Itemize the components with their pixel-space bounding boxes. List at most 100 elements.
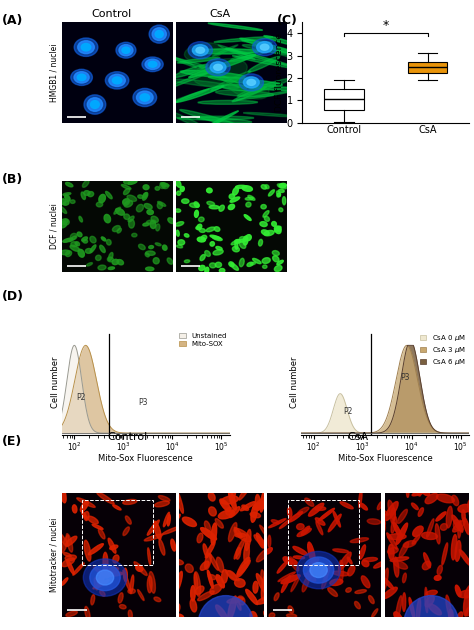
Ellipse shape bbox=[413, 526, 423, 537]
Ellipse shape bbox=[182, 517, 196, 527]
Ellipse shape bbox=[62, 536, 69, 553]
Ellipse shape bbox=[150, 220, 156, 229]
Ellipse shape bbox=[158, 202, 166, 206]
Ellipse shape bbox=[122, 47, 130, 54]
Ellipse shape bbox=[281, 575, 300, 584]
Ellipse shape bbox=[252, 38, 277, 55]
Ellipse shape bbox=[77, 74, 86, 81]
Ellipse shape bbox=[437, 565, 442, 575]
Ellipse shape bbox=[214, 227, 220, 231]
Ellipse shape bbox=[277, 561, 287, 573]
Ellipse shape bbox=[178, 240, 185, 245]
Ellipse shape bbox=[402, 573, 406, 583]
Ellipse shape bbox=[426, 590, 438, 595]
Ellipse shape bbox=[82, 180, 89, 187]
Ellipse shape bbox=[100, 590, 105, 596]
Ellipse shape bbox=[254, 535, 268, 548]
Ellipse shape bbox=[304, 573, 316, 581]
Ellipse shape bbox=[125, 516, 131, 524]
Ellipse shape bbox=[83, 239, 88, 243]
Ellipse shape bbox=[458, 505, 471, 512]
Ellipse shape bbox=[65, 251, 72, 256]
Ellipse shape bbox=[174, 498, 179, 507]
Ellipse shape bbox=[149, 25, 169, 43]
Ellipse shape bbox=[297, 524, 304, 530]
Ellipse shape bbox=[251, 504, 257, 522]
Ellipse shape bbox=[128, 610, 132, 619]
Y-axis label: DCF fluorescence: DCF fluorescence bbox=[275, 33, 284, 112]
Ellipse shape bbox=[177, 57, 220, 63]
Ellipse shape bbox=[239, 483, 251, 500]
Ellipse shape bbox=[146, 220, 156, 224]
Ellipse shape bbox=[234, 538, 245, 559]
Ellipse shape bbox=[298, 507, 309, 515]
Ellipse shape bbox=[64, 195, 70, 201]
Ellipse shape bbox=[213, 249, 223, 255]
Ellipse shape bbox=[66, 534, 73, 552]
PathPatch shape bbox=[408, 62, 447, 72]
Ellipse shape bbox=[145, 59, 160, 69]
Y-axis label: Mitotracker / nuclei: Mitotracker / nuclei bbox=[50, 518, 59, 592]
Ellipse shape bbox=[330, 579, 343, 585]
Ellipse shape bbox=[77, 232, 82, 237]
Ellipse shape bbox=[240, 501, 255, 511]
Ellipse shape bbox=[56, 530, 68, 546]
Ellipse shape bbox=[96, 202, 103, 207]
Ellipse shape bbox=[123, 200, 128, 203]
Ellipse shape bbox=[146, 251, 155, 255]
Ellipse shape bbox=[71, 69, 92, 86]
Ellipse shape bbox=[264, 36, 297, 45]
Ellipse shape bbox=[462, 510, 465, 522]
Ellipse shape bbox=[160, 183, 166, 188]
Ellipse shape bbox=[383, 587, 397, 598]
Ellipse shape bbox=[164, 512, 170, 527]
Ellipse shape bbox=[80, 501, 88, 512]
Ellipse shape bbox=[70, 233, 77, 239]
Ellipse shape bbox=[239, 237, 246, 242]
Ellipse shape bbox=[98, 568, 106, 587]
Ellipse shape bbox=[372, 609, 378, 617]
Ellipse shape bbox=[161, 183, 165, 186]
Ellipse shape bbox=[216, 605, 228, 620]
Ellipse shape bbox=[173, 64, 208, 77]
Ellipse shape bbox=[137, 91, 153, 104]
Ellipse shape bbox=[147, 576, 152, 593]
Text: CsA: CsA bbox=[210, 9, 231, 20]
Ellipse shape bbox=[78, 249, 84, 257]
Ellipse shape bbox=[406, 482, 409, 497]
Ellipse shape bbox=[61, 250, 70, 255]
Ellipse shape bbox=[464, 518, 470, 534]
Ellipse shape bbox=[210, 62, 226, 73]
Ellipse shape bbox=[388, 544, 394, 560]
Ellipse shape bbox=[63, 238, 73, 243]
Ellipse shape bbox=[133, 88, 156, 106]
Ellipse shape bbox=[144, 534, 163, 541]
Ellipse shape bbox=[85, 248, 92, 253]
Ellipse shape bbox=[464, 595, 469, 616]
Ellipse shape bbox=[418, 508, 423, 517]
Ellipse shape bbox=[194, 210, 199, 217]
Ellipse shape bbox=[403, 541, 416, 547]
Ellipse shape bbox=[128, 219, 135, 228]
Y-axis label: Cell number: Cell number bbox=[291, 357, 300, 408]
Ellipse shape bbox=[205, 541, 215, 558]
Ellipse shape bbox=[359, 545, 365, 559]
Ellipse shape bbox=[212, 236, 222, 241]
Ellipse shape bbox=[436, 512, 446, 521]
Ellipse shape bbox=[154, 521, 161, 539]
Ellipse shape bbox=[84, 541, 91, 561]
Ellipse shape bbox=[116, 42, 136, 58]
Ellipse shape bbox=[369, 595, 374, 604]
Ellipse shape bbox=[456, 523, 464, 530]
Ellipse shape bbox=[237, 79, 290, 96]
Ellipse shape bbox=[324, 564, 330, 581]
Ellipse shape bbox=[282, 576, 290, 592]
Ellipse shape bbox=[234, 529, 251, 542]
Ellipse shape bbox=[262, 258, 270, 263]
Y-axis label: Cell number: Cell number bbox=[51, 357, 60, 408]
Ellipse shape bbox=[261, 205, 266, 209]
Ellipse shape bbox=[362, 560, 369, 566]
Ellipse shape bbox=[382, 576, 394, 589]
Ellipse shape bbox=[422, 561, 431, 570]
Ellipse shape bbox=[97, 492, 114, 504]
